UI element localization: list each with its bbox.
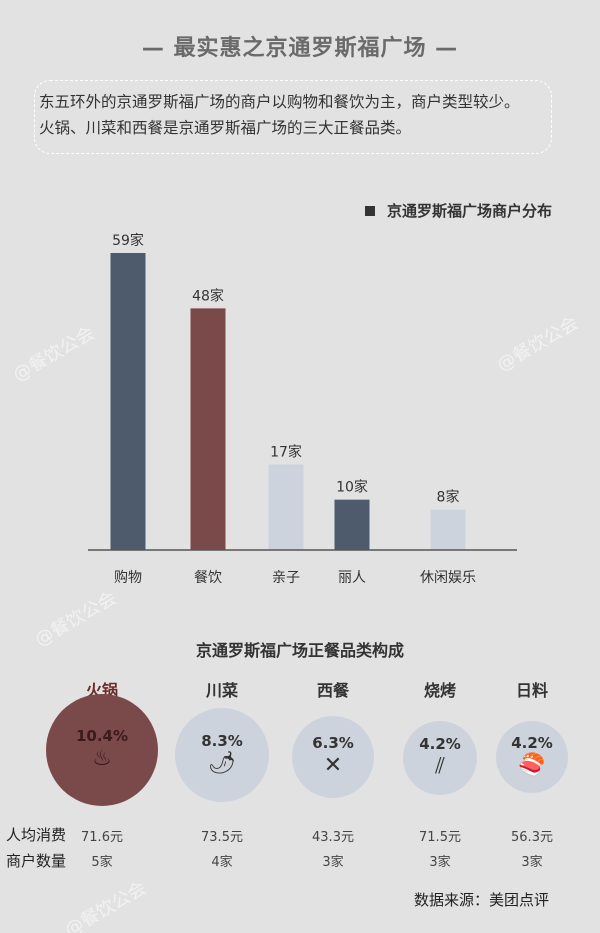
cuisine-name: 日料 xyxy=(515,681,548,700)
legend-swatch xyxy=(365,206,375,216)
cuisine-share: 10.4% xyxy=(75,727,129,745)
cuisine-share: 4.2% xyxy=(419,735,461,753)
cuisine-circle: 4.2% ⫽ xyxy=(403,721,477,795)
cuisine-circle: 8.3% 🌶 xyxy=(175,708,269,802)
avg-price: 73.5元 xyxy=(201,830,243,845)
watermark: @餐饮公会 xyxy=(61,877,150,933)
cuisine-name: 川菜 xyxy=(205,681,238,700)
chili-icon: 🌶 xyxy=(208,751,236,776)
avg-price: 71.5元 xyxy=(419,830,461,845)
chart-legend: 京通罗斯福广场商户分布 xyxy=(365,200,552,221)
cuisine-circle: 6.3% ✕ xyxy=(292,716,374,798)
row-label-price: 人均消费 xyxy=(6,826,67,844)
bar xyxy=(190,308,226,550)
merchant-count: 3家 xyxy=(429,855,451,870)
x-tick-label: 餐饮 xyxy=(194,570,222,586)
intro-line: 火锅、川菜和西餐是京通罗斯福广场的三大正餐品类。 xyxy=(39,119,412,137)
data-source: 数据来源：美团点评 xyxy=(414,891,550,909)
bar xyxy=(430,509,466,550)
cuisine-title: 京通罗斯福广场正餐品类构成 xyxy=(195,641,404,660)
intro-box: 东五环外的京通罗斯福广场的商户以购物和餐饮为主，商户类型较少。 火锅、川菜和西餐… xyxy=(34,80,552,154)
data-label: 8家 xyxy=(437,489,460,506)
cuisine-share: 8.3% xyxy=(201,732,243,750)
x-tick-label: 丽人 xyxy=(338,570,366,586)
data-label: 59家 xyxy=(112,232,144,249)
data-label: 17家 xyxy=(270,443,302,460)
data-label: 48家 xyxy=(192,287,224,304)
page-title: — 最实惠之京通罗斯福广场 — xyxy=(141,36,459,61)
fork-knife-icon: ✕ xyxy=(323,753,343,778)
merchant-count: 3家 xyxy=(521,855,543,870)
intro-line: 东五环外的京通罗斯福广场的商户以购物和餐饮为主，商户类型较少。 xyxy=(39,93,520,111)
cuisine-circle: 10.4% ♨ xyxy=(46,694,158,806)
cuisine-circle: 4.2% 🍣 xyxy=(496,721,568,793)
skewer-icon: ⫽ xyxy=(435,754,445,779)
avg-price: 71.6元 xyxy=(81,830,123,845)
cuisine-name: 烧烤 xyxy=(423,681,456,700)
data-label: 10家 xyxy=(336,479,368,496)
row-label-count: 商户数量 xyxy=(6,852,67,870)
cuisine-name: 西餐 xyxy=(316,681,349,700)
x-tick-label: 亲子 xyxy=(272,570,300,586)
x-tick-label: 休闲娱乐 xyxy=(420,570,476,586)
merchant-count: 4家 xyxy=(211,855,233,870)
chart-title: 京通罗斯福广场商户分布 xyxy=(387,202,553,220)
avg-price: 43.3元 xyxy=(312,830,354,845)
sushi-icon: 🍣 xyxy=(518,753,546,778)
bar xyxy=(334,499,370,550)
avg-price: 56.3元 xyxy=(511,830,553,845)
cuisine-share: 4.2% xyxy=(511,734,553,752)
merchant-count: 3家 xyxy=(322,855,344,870)
merchant-count: 5家 xyxy=(91,855,113,870)
x-tick-label: 购物 xyxy=(114,570,142,586)
bar xyxy=(110,253,146,550)
cuisine-share: 6.3% xyxy=(312,734,354,752)
hotpot-icon: ♨ xyxy=(92,746,112,771)
bar xyxy=(268,464,304,550)
